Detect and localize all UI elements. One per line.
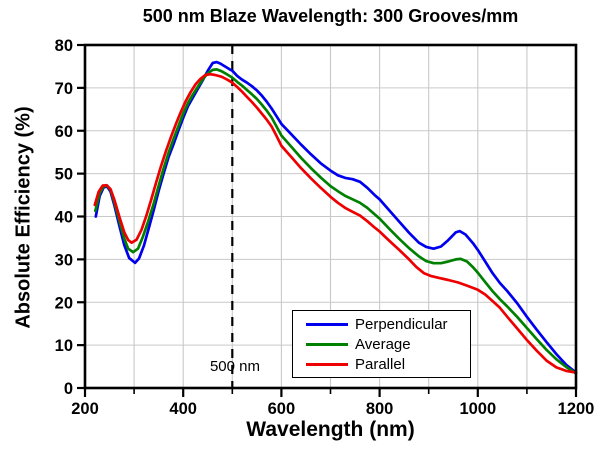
x-tick-label: 800 [366, 400, 394, 418]
average-line-swatch [306, 342, 348, 346]
x-tick-label: 1000 [459, 400, 496, 418]
legend-label-parallel: Parallel [355, 355, 406, 373]
y-tick-label: 20 [55, 294, 73, 312]
y-tick-label: 60 [55, 123, 73, 141]
y-tick-label: 70 [55, 80, 73, 98]
legend-label-average: Average [355, 335, 411, 353]
x-tick-label: 400 [169, 400, 197, 418]
y-tick-label: 40 [55, 209, 73, 227]
legend-box: Perpendicular Average Parallel [292, 310, 471, 378]
y-tick-label: 30 [55, 251, 73, 269]
parallel-line-swatch [306, 362, 348, 366]
legend-row-average: Average [306, 335, 470, 353]
plot-frame [83, 43, 578, 390]
x-tick-label: 1200 [558, 400, 595, 418]
perpendicular-line-swatch [306, 322, 348, 326]
legend-label-perpendicular: Perpendicular [355, 315, 448, 333]
legend-row-parallel: Parallel [306, 355, 470, 373]
curve-perpendicular [94, 60, 578, 374]
legend-row-perpendicular: Perpendicular [306, 315, 470, 333]
y-tick-label: 10 [55, 337, 73, 355]
chart-title: 500 nm Blaze Wavelength: 300 Grooves/mm [142, 6, 519, 26]
curve-parallel [93, 72, 578, 374]
y-tick-label: 50 [55, 166, 73, 184]
y-tick-label: 80 [55, 37, 73, 55]
curve-average [93, 68, 578, 375]
y-tick-label: 0 [64, 380, 73, 398]
x-axis-title: Wavelength (nm) [246, 418, 415, 441]
blaze-wavelength-annotation: 500 nm [209, 358, 261, 375]
x-tick-label: 200 [71, 400, 99, 418]
x-tick-label: 600 [268, 400, 296, 418]
